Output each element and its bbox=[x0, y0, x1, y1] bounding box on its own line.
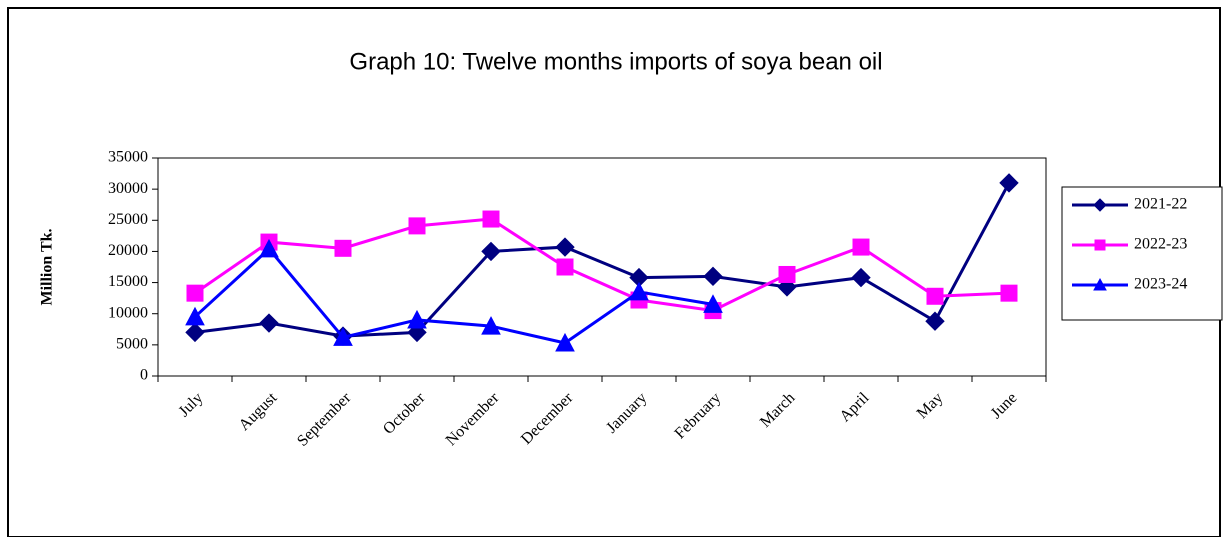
data-point bbox=[778, 265, 796, 283]
data-point bbox=[481, 316, 501, 335]
data-point bbox=[703, 266, 723, 287]
data-point bbox=[259, 313, 279, 333]
data-point bbox=[926, 287, 944, 305]
y-tick-label: 20000 bbox=[108, 242, 148, 259]
y-tick-label: 25000 bbox=[108, 211, 148, 228]
data-point bbox=[999, 173, 1019, 193]
plot-area bbox=[157, 157, 1047, 377]
data-point bbox=[555, 237, 575, 257]
legend-marker bbox=[1093, 198, 1107, 212]
data-point bbox=[408, 217, 426, 235]
data-point bbox=[851, 267, 871, 288]
y-tick-label: 35000 bbox=[108, 149, 148, 166]
legend-box bbox=[1061, 186, 1223, 321]
data-point bbox=[925, 311, 945, 331]
series-line bbox=[194, 182, 1011, 338]
data-point bbox=[556, 258, 574, 276]
data-point bbox=[629, 281, 649, 301]
series-line bbox=[194, 217, 1010, 313]
y-tick-label: 0 bbox=[140, 367, 148, 384]
data-point bbox=[185, 306, 205, 326]
y-tick-label: 30000 bbox=[108, 180, 148, 197]
data-point bbox=[407, 309, 427, 329]
legend-label: 2022-23 bbox=[1134, 236, 1187, 253]
y-axis-label: Million Tk. bbox=[39, 228, 56, 305]
data-point bbox=[334, 239, 352, 257]
legend-label: 2021-22 bbox=[1134, 196, 1187, 213]
y-tick-label: 15000 bbox=[108, 273, 148, 290]
legend-marker bbox=[1094, 239, 1106, 251]
data-point bbox=[481, 241, 501, 262]
data-point bbox=[186, 284, 204, 302]
legend-label: 2023-24 bbox=[1134, 276, 1187, 293]
data-point bbox=[333, 327, 353, 346]
data-point bbox=[185, 322, 205, 343]
series-line bbox=[193, 246, 714, 345]
data-point bbox=[1000, 284, 1018, 302]
data-point bbox=[852, 238, 870, 256]
y-tick-label: 10000 bbox=[108, 304, 148, 321]
chart-title: Graph 10: Twelve months imports of soya … bbox=[349, 48, 882, 75]
data-point bbox=[555, 332, 575, 352]
data-point bbox=[259, 238, 279, 258]
y-tick-label: 5000 bbox=[116, 336, 148, 353]
data-point bbox=[703, 294, 723, 313]
legend-marker bbox=[1093, 277, 1107, 291]
data-point bbox=[482, 210, 500, 228]
